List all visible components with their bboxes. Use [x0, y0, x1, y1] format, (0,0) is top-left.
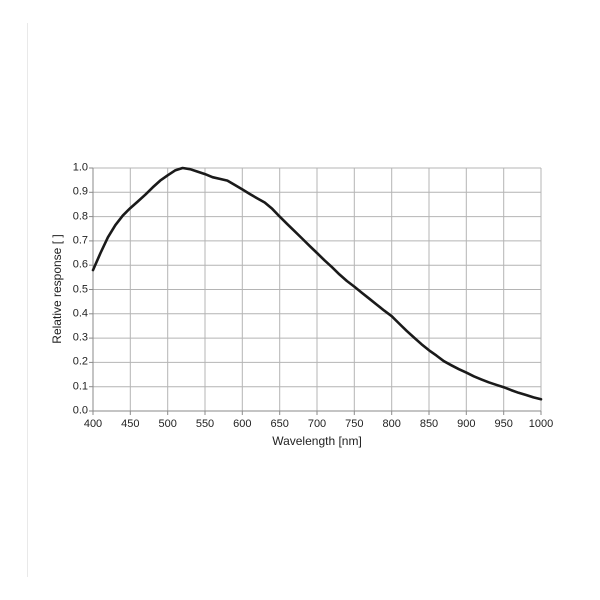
x-tick-label: 700 — [307, 418, 327, 430]
x-tick-label: 950 — [494, 418, 513, 430]
y-tick-label: 0.6 — [72, 258, 88, 271]
y-tick-label: 0.8 — [72, 210, 88, 223]
x-tick-label: 650 — [270, 418, 289, 430]
x-tick-label: 900 — [457, 418, 476, 430]
plot-area — [89, 166, 543, 415]
x-tick-label: 600 — [233, 418, 252, 430]
x-tick-label: 850 — [419, 418, 439, 430]
y-tick-label: 0.1 — [72, 380, 88, 393]
x-tick-label: 800 — [382, 418, 401, 430]
y-tick-label: 0.4 — [72, 307, 88, 320]
y-tick-label: 0.9 — [72, 185, 88, 198]
y-tick-label: 0.3 — [72, 331, 88, 344]
x-tick-label: 550 — [195, 418, 215, 430]
y-axis-title: Relative response [ ] — [50, 234, 64, 344]
plot-svg — [89, 166, 543, 415]
x-tick-label: 1000 — [528, 418, 554, 430]
x-axis-title: Wavelength [nm] — [272, 434, 362, 448]
x-tick-label: 750 — [345, 418, 364, 430]
response-curve — [91, 166, 543, 401]
y-tick-label: 0.2 — [72, 355, 88, 368]
y-tick-label: 0.7 — [72, 234, 88, 247]
x-tick-label: 450 — [121, 418, 140, 430]
x-tick-label: 500 — [158, 418, 177, 430]
page-edge-line — [27, 23, 28, 577]
y-tick-label: 1.0 — [72, 161, 88, 174]
x-tick-label: 400 — [83, 418, 103, 430]
y-tick-label: 0.5 — [72, 283, 88, 295]
y-tick-label: 0.0 — [72, 404, 88, 417]
